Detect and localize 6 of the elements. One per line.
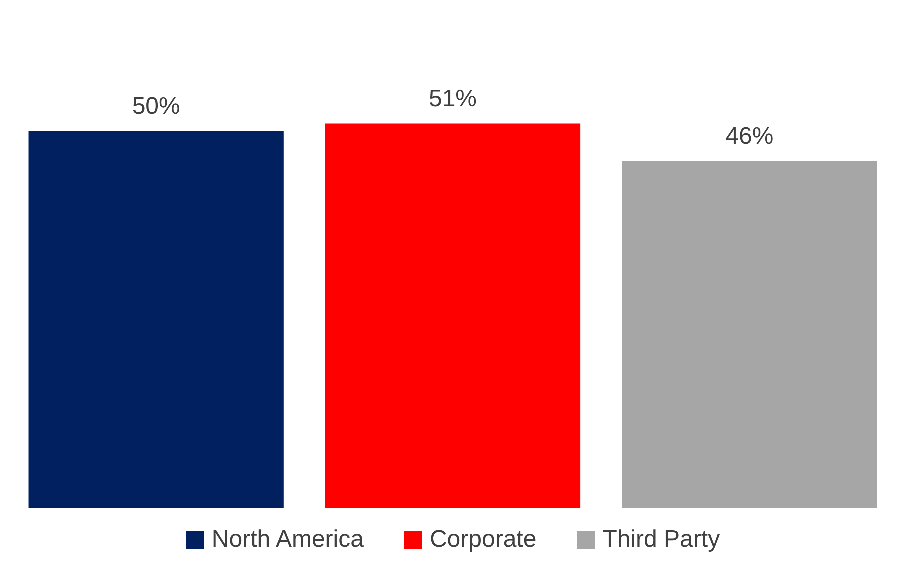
legend-label: Corporate xyxy=(430,526,537,554)
legend-label: North America xyxy=(212,526,364,554)
legend-label: Third Party xyxy=(602,526,720,554)
data-label: 51% xyxy=(428,85,478,112)
data-label: 50% xyxy=(132,92,180,120)
data-label: 46% xyxy=(726,123,774,150)
